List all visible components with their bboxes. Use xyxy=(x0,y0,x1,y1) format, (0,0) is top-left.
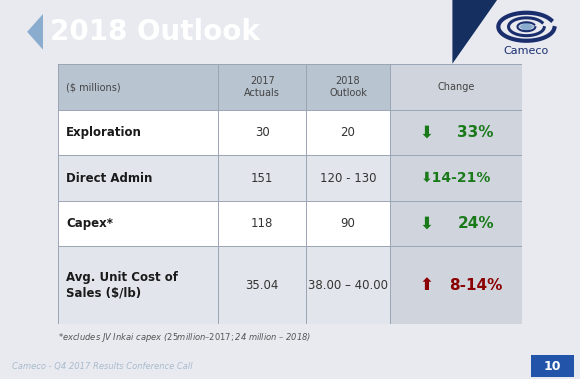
Text: Cameco - Q4 2017 Results Conference Call: Cameco - Q4 2017 Results Conference Call xyxy=(12,362,192,371)
Text: ($ millions): ($ millions) xyxy=(66,82,121,92)
Text: 33%: 33% xyxy=(458,125,494,140)
Polygon shape xyxy=(27,14,43,50)
Text: Direct Admin: Direct Admin xyxy=(66,172,153,185)
FancyBboxPatch shape xyxy=(58,246,390,324)
FancyBboxPatch shape xyxy=(390,201,522,246)
Text: Exploration: Exploration xyxy=(66,126,142,139)
FancyBboxPatch shape xyxy=(58,201,390,246)
Text: 20: 20 xyxy=(340,126,356,139)
Text: 2018
Outlook: 2018 Outlook xyxy=(329,76,367,98)
FancyBboxPatch shape xyxy=(390,155,522,201)
Text: ⬇14-21%: ⬇14-21% xyxy=(420,171,491,185)
Text: 8-14%: 8-14% xyxy=(449,277,502,293)
FancyBboxPatch shape xyxy=(58,64,390,110)
FancyBboxPatch shape xyxy=(531,355,574,377)
Text: 30: 30 xyxy=(255,126,270,139)
Text: Change: Change xyxy=(437,82,474,92)
Text: ⬇: ⬇ xyxy=(420,124,434,142)
Text: 151: 151 xyxy=(251,172,273,185)
Text: 10: 10 xyxy=(543,360,561,373)
FancyBboxPatch shape xyxy=(58,110,390,155)
Text: *excludes JV Inkai capex ($25 million – 2017; $24 million – 2018): *excludes JV Inkai capex ($25 million – … xyxy=(58,331,311,344)
FancyBboxPatch shape xyxy=(390,246,522,324)
Text: 118: 118 xyxy=(251,217,273,230)
Text: Capex*: Capex* xyxy=(66,217,113,230)
Text: 2017
Actuals: 2017 Actuals xyxy=(244,76,280,98)
Text: 90: 90 xyxy=(340,217,356,230)
Text: 2018 Outlook: 2018 Outlook xyxy=(50,18,260,46)
Text: ⬇: ⬇ xyxy=(420,215,434,232)
Text: 35.04: 35.04 xyxy=(245,279,279,291)
Text: Cameco: Cameco xyxy=(504,46,549,56)
Text: Avg. Unit Cost of
Sales ($/lb): Avg. Unit Cost of Sales ($/lb) xyxy=(66,271,179,299)
Text: 38.00 – 40.00: 38.00 – 40.00 xyxy=(308,279,388,291)
Text: 120 - 130: 120 - 130 xyxy=(320,172,376,185)
Text: ⬆: ⬆ xyxy=(420,276,434,294)
FancyBboxPatch shape xyxy=(390,64,522,110)
FancyBboxPatch shape xyxy=(390,110,522,155)
Text: 24%: 24% xyxy=(458,216,494,231)
Polygon shape xyxy=(452,0,497,64)
Polygon shape xyxy=(519,22,534,32)
FancyBboxPatch shape xyxy=(58,155,390,201)
